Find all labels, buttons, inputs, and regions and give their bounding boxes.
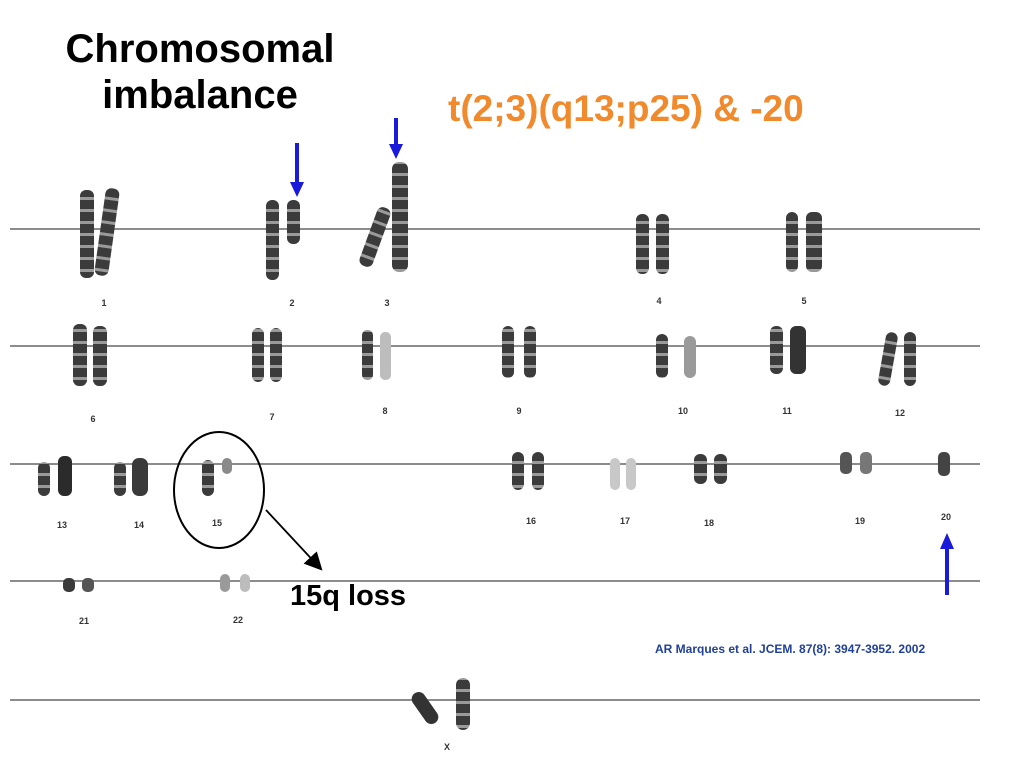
- chromosome-pair-10: [656, 334, 696, 378]
- chromosome-pair-6: [73, 324, 107, 386]
- chromosome-pair-22: [220, 574, 250, 592]
- chromosome-pair-21: [63, 578, 94, 592]
- chromosome-pair-13: [38, 456, 72, 496]
- chromosome-pair-x: [411, 678, 470, 730]
- chr-label-5: 5: [801, 296, 807, 306]
- chr-label-21: 21: [78, 616, 90, 626]
- pointer-line: [265, 509, 323, 571]
- chromosome-pair-1: [80, 188, 120, 278]
- chr-label-17: 17: [619, 516, 631, 526]
- chr-label-11: 11: [782, 406, 792, 416]
- chr-label-22: 22: [232, 615, 244, 625]
- chr-label-4: 4: [656, 296, 662, 306]
- row-line-1: [10, 228, 980, 230]
- arrow-chromosome-3-head: [389, 144, 403, 159]
- highlight-circle-15: [173, 431, 265, 549]
- chromosome-pair-18: [694, 454, 727, 484]
- chromosome-pair-15: [202, 458, 232, 496]
- chr-label-15: 15: [211, 518, 223, 528]
- chr-label-13: 13: [56, 520, 68, 530]
- citation-text: AR Marques et al. JCEM. 87(8): 3947-3952…: [655, 642, 926, 656]
- chromosome-pair-12: [878, 332, 916, 386]
- loss-annotation: 15q loss: [290, 580, 407, 612]
- chromosome-20: [938, 452, 950, 476]
- row-line-5: [10, 699, 980, 701]
- chr-label-2: 2: [289, 298, 295, 308]
- chromosome-pair-19: [840, 452, 872, 474]
- row-line-3: [10, 463, 980, 465]
- chromosome-pair-11: [770, 326, 806, 374]
- chr-label-18: 18: [703, 518, 715, 528]
- chr-label-1: 1: [101, 298, 107, 308]
- chromosome-pair-2: [266, 200, 300, 280]
- chr-label-8: 8: [382, 406, 388, 416]
- row-line-4: [10, 580, 980, 582]
- chr-label-20: 20: [940, 512, 952, 522]
- slide-title: Chromosomal imbalance: [65, 27, 335, 117]
- chromosome-pair-17: [610, 458, 636, 490]
- row-line-2: [10, 345, 980, 347]
- chromosome-pair-16: [512, 452, 544, 490]
- chr-label-10: 10: [677, 406, 689, 416]
- chr-label-12: 12: [894, 408, 906, 418]
- chromosome-pair-9: [502, 326, 536, 378]
- translocation-label: t(2;3)(q13;p25) & -20: [448, 88, 804, 129]
- chromosome-pair-7: [252, 328, 282, 382]
- arrow-chromosome-2-head: [290, 182, 304, 197]
- chr-label-3: 3: [384, 298, 390, 308]
- chr-label-9: 9: [516, 406, 522, 416]
- chromosome-pair-3: [359, 162, 408, 272]
- chromosome-pair-4: [636, 214, 669, 274]
- chromosome-pair-14: [114, 458, 148, 496]
- arrow-chromosome-20-head: [940, 533, 954, 549]
- chr-label-19: 19: [854, 516, 866, 526]
- chromosome-pair-5: [786, 212, 822, 272]
- chr-label-x: X: [443, 742, 451, 752]
- chr-label-6: 6: [90, 414, 96, 424]
- chr-label-7: 7: [269, 412, 275, 422]
- chromosome-pair-8: [362, 330, 391, 380]
- chr-label-16: 16: [525, 516, 537, 526]
- chr-label-14: 14: [133, 520, 145, 530]
